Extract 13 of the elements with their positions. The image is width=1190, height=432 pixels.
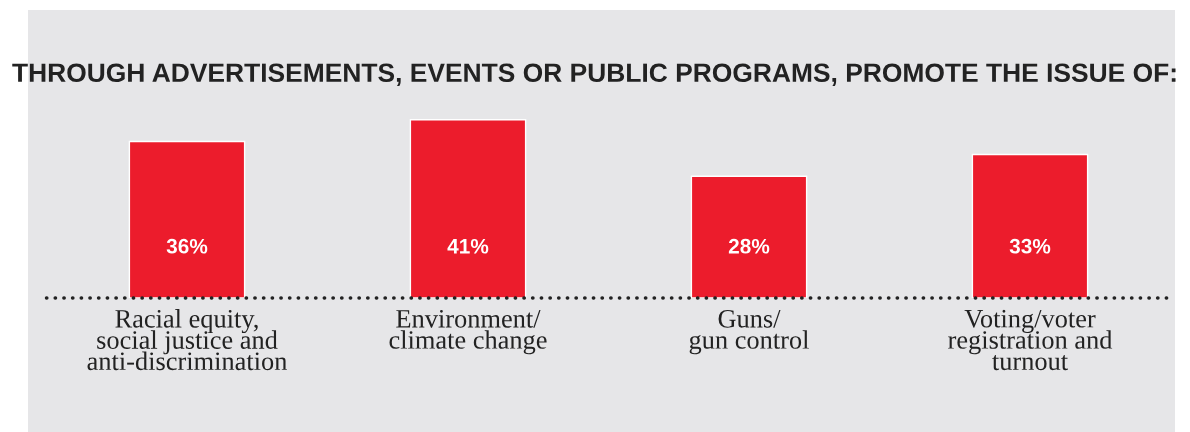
x-tick-label: Voting/voter registration and turnout	[948, 309, 1113, 371]
data-label: 36%	[166, 238, 208, 254]
bar	[409, 119, 527, 298]
data-label: 28%	[728, 238, 770, 254]
bar	[971, 153, 1089, 298]
x-tick-label: Guns/ gun control	[689, 309, 809, 355]
x-tick-label: Environment/ climate change	[389, 309, 547, 355]
chart-title: THROUGH ADVERTISEMENTS, EVENTS OR PUBLIC PROGRAMS, PROMOTE THE ISSUE OF:	[12, 63, 1176, 86]
bar	[690, 175, 808, 298]
data-label: 41%	[447, 238, 489, 254]
x-tick-label: Racial equity, social justice and anti-discrimination	[87, 309, 287, 371]
data-label: 33%	[1009, 238, 1051, 254]
bar	[128, 140, 246, 298]
